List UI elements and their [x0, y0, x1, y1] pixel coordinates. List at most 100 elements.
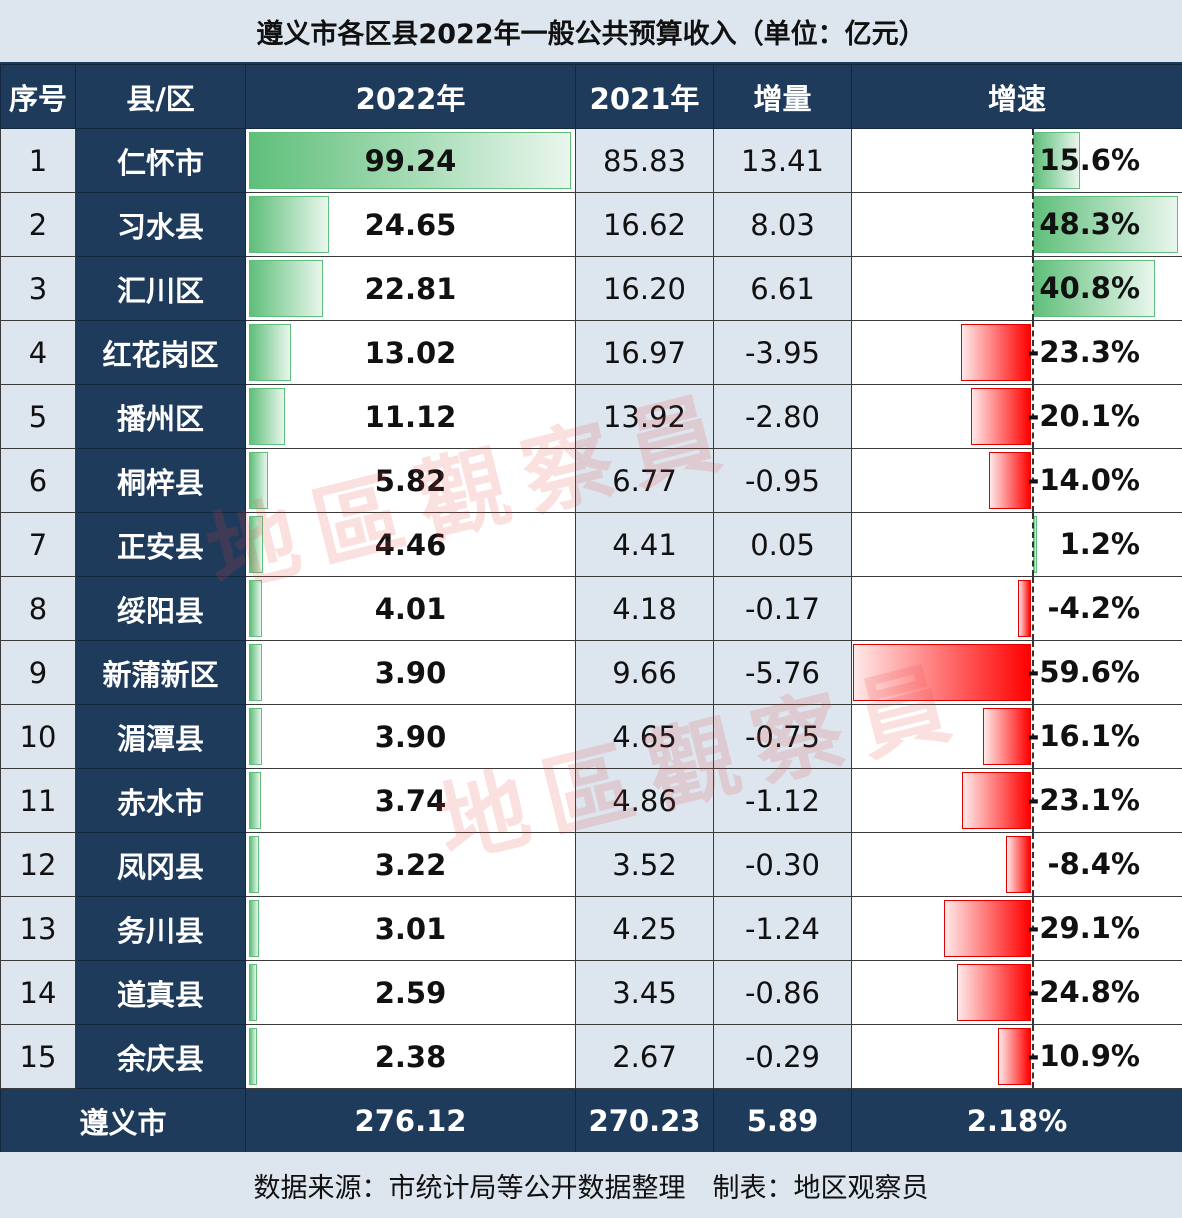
row-increase-text: -0.29: [744, 1039, 821, 1074]
row-name: 桐梓县: [75, 448, 246, 513]
row-rate: -10.9%: [851, 1024, 1182, 1089]
row-2022-text: 3.74: [374, 783, 447, 818]
table-row: 15 余庆县 2.38 2.67 -0.29 -10.9%: [0, 1024, 1182, 1089]
bar-2022: [249, 388, 286, 445]
row-increase-text: -0.30: [744, 847, 821, 882]
row-increase: 8.03: [713, 192, 852, 257]
row-rate: -24.8%: [851, 960, 1182, 1025]
row-no: 7: [0, 512, 76, 577]
header-name: 县/区: [75, 64, 246, 129]
bar-2022: [249, 516, 264, 573]
row-2021: 85.83: [575, 128, 714, 193]
row-2021: 13.92: [575, 384, 714, 449]
row-rate: 48.3%: [851, 192, 1182, 257]
row-rate: -16.1%: [851, 704, 1182, 769]
row-2022-text: 13.02: [364, 335, 457, 370]
total-increase: 5.89: [713, 1088, 852, 1153]
bar-2022: [249, 132, 571, 189]
row-rate-text: -4.2%: [1047, 591, 1140, 625]
row-rate: -29.1%: [851, 896, 1182, 961]
bar-rate-negative: [970, 388, 1031, 445]
row-name-text: 凤冈县: [116, 849, 204, 884]
row-no-text: 9: [28, 655, 48, 690]
row-rate-text: -29.1%: [1027, 911, 1140, 945]
row-no-text: 1: [28, 143, 48, 178]
table-row: 2 习水县 24.65 16.62 8.03 48.3%: [0, 192, 1182, 257]
row-no-text: 2: [28, 207, 48, 242]
row-2021: 16.97: [575, 320, 714, 385]
row-rate: -8.4%: [851, 832, 1182, 897]
row-no-text: 5: [28, 399, 48, 434]
row-rate-text: -16.1%: [1027, 719, 1140, 753]
row-rate: -23.1%: [851, 768, 1182, 833]
row-2022: 4.46: [245, 512, 576, 577]
row-increase-text: -0.95: [744, 463, 821, 498]
row-increase: 6.61: [713, 256, 852, 321]
bar-rate-negative: [989, 452, 1031, 509]
row-no-text: 8: [28, 591, 48, 626]
row-name: 赤水市: [75, 768, 246, 833]
row-increase-text: 13.41: [740, 143, 825, 178]
row-rate-text: -23.1%: [1027, 783, 1140, 817]
row-2022: 3.90: [245, 640, 576, 705]
row-increase-text: 6.61: [750, 271, 815, 306]
bar-2022: [249, 324, 292, 381]
rate-axis: [1032, 769, 1034, 832]
row-name: 正安县: [75, 512, 246, 577]
row-2021-text: 9.66: [612, 655, 677, 690]
row-name-text: 仁怀市: [116, 145, 204, 180]
bar-2022: [249, 836, 260, 893]
row-increase-text: -0.75: [744, 719, 821, 754]
row-2021-text: 2.67: [612, 1039, 677, 1074]
row-2022: 24.65: [245, 192, 576, 257]
row-rate-text: -23.3%: [1027, 335, 1140, 369]
row-no-text: 15: [19, 1039, 57, 1074]
total-2022: 276.12: [245, 1088, 576, 1153]
row-no: 3: [0, 256, 76, 321]
row-2021-text: 4.65: [612, 719, 677, 754]
bar-2022: [249, 260, 323, 317]
row-rate: -59.6%: [851, 640, 1182, 705]
row-no: 2: [0, 192, 76, 257]
row-rate-text: 1.2%: [1059, 527, 1140, 561]
row-2021: 6.77: [575, 448, 714, 513]
bar-2022: [249, 708, 262, 765]
row-2021: 4.41: [575, 512, 714, 577]
total-name: 遵义市: [0, 1088, 246, 1153]
header-2021: 2021年: [575, 64, 714, 129]
row-name: 道真县: [75, 960, 246, 1025]
table-row: 5 播州区 11.12 13.92 -2.80 -20.1%: [0, 384, 1182, 449]
row-name-text: 新蒲新区: [102, 657, 219, 692]
row-rate: 40.8%: [851, 256, 1182, 321]
row-increase: -1.12: [713, 768, 852, 833]
bar-rate-positive: [1033, 260, 1156, 317]
row-2021: 4.65: [575, 704, 714, 769]
row-2022: 13.02: [245, 320, 576, 385]
row-no: 12: [0, 832, 76, 897]
row-rate-text: 40.8%: [1039, 271, 1140, 305]
row-2021: 4.18: [575, 576, 714, 641]
table-row: 4 红花岗区 13.02 16.97 -3.95 -23.3%: [0, 320, 1182, 385]
table-row: 14 道真县 2.59 3.45 -0.86 -24.8%: [0, 960, 1182, 1025]
row-name-text: 湄潭县: [116, 721, 204, 756]
table-row: 12 凤冈县 3.22 3.52 -0.30 -8.4%: [0, 832, 1182, 897]
total-rate: 2.18%: [851, 1088, 1182, 1153]
bar-rate-negative: [961, 324, 1031, 381]
rate-axis: [1032, 385, 1034, 448]
row-rate-text: 48.3%: [1039, 207, 1140, 241]
table-row: 8 绥阳县 4.01 4.18 -0.17 -4.2%: [0, 576, 1182, 641]
row-increase: -2.80: [713, 384, 852, 449]
row-name-text: 桐梓县: [116, 465, 204, 500]
row-no: 14: [0, 960, 76, 1025]
row-no: 5: [0, 384, 76, 449]
row-no-text: 6: [28, 463, 48, 498]
rate-axis: [1032, 641, 1034, 704]
bar-rate-negative: [982, 708, 1031, 765]
row-no-text: 4: [28, 335, 48, 370]
row-no-text: 3: [28, 271, 48, 306]
row-rate-text: -20.1%: [1027, 399, 1140, 433]
row-name-text: 汇川区: [116, 273, 204, 308]
rate-axis: [1032, 961, 1034, 1024]
row-increase: -3.95: [713, 320, 852, 385]
row-2021-text: 85.83: [602, 143, 687, 178]
